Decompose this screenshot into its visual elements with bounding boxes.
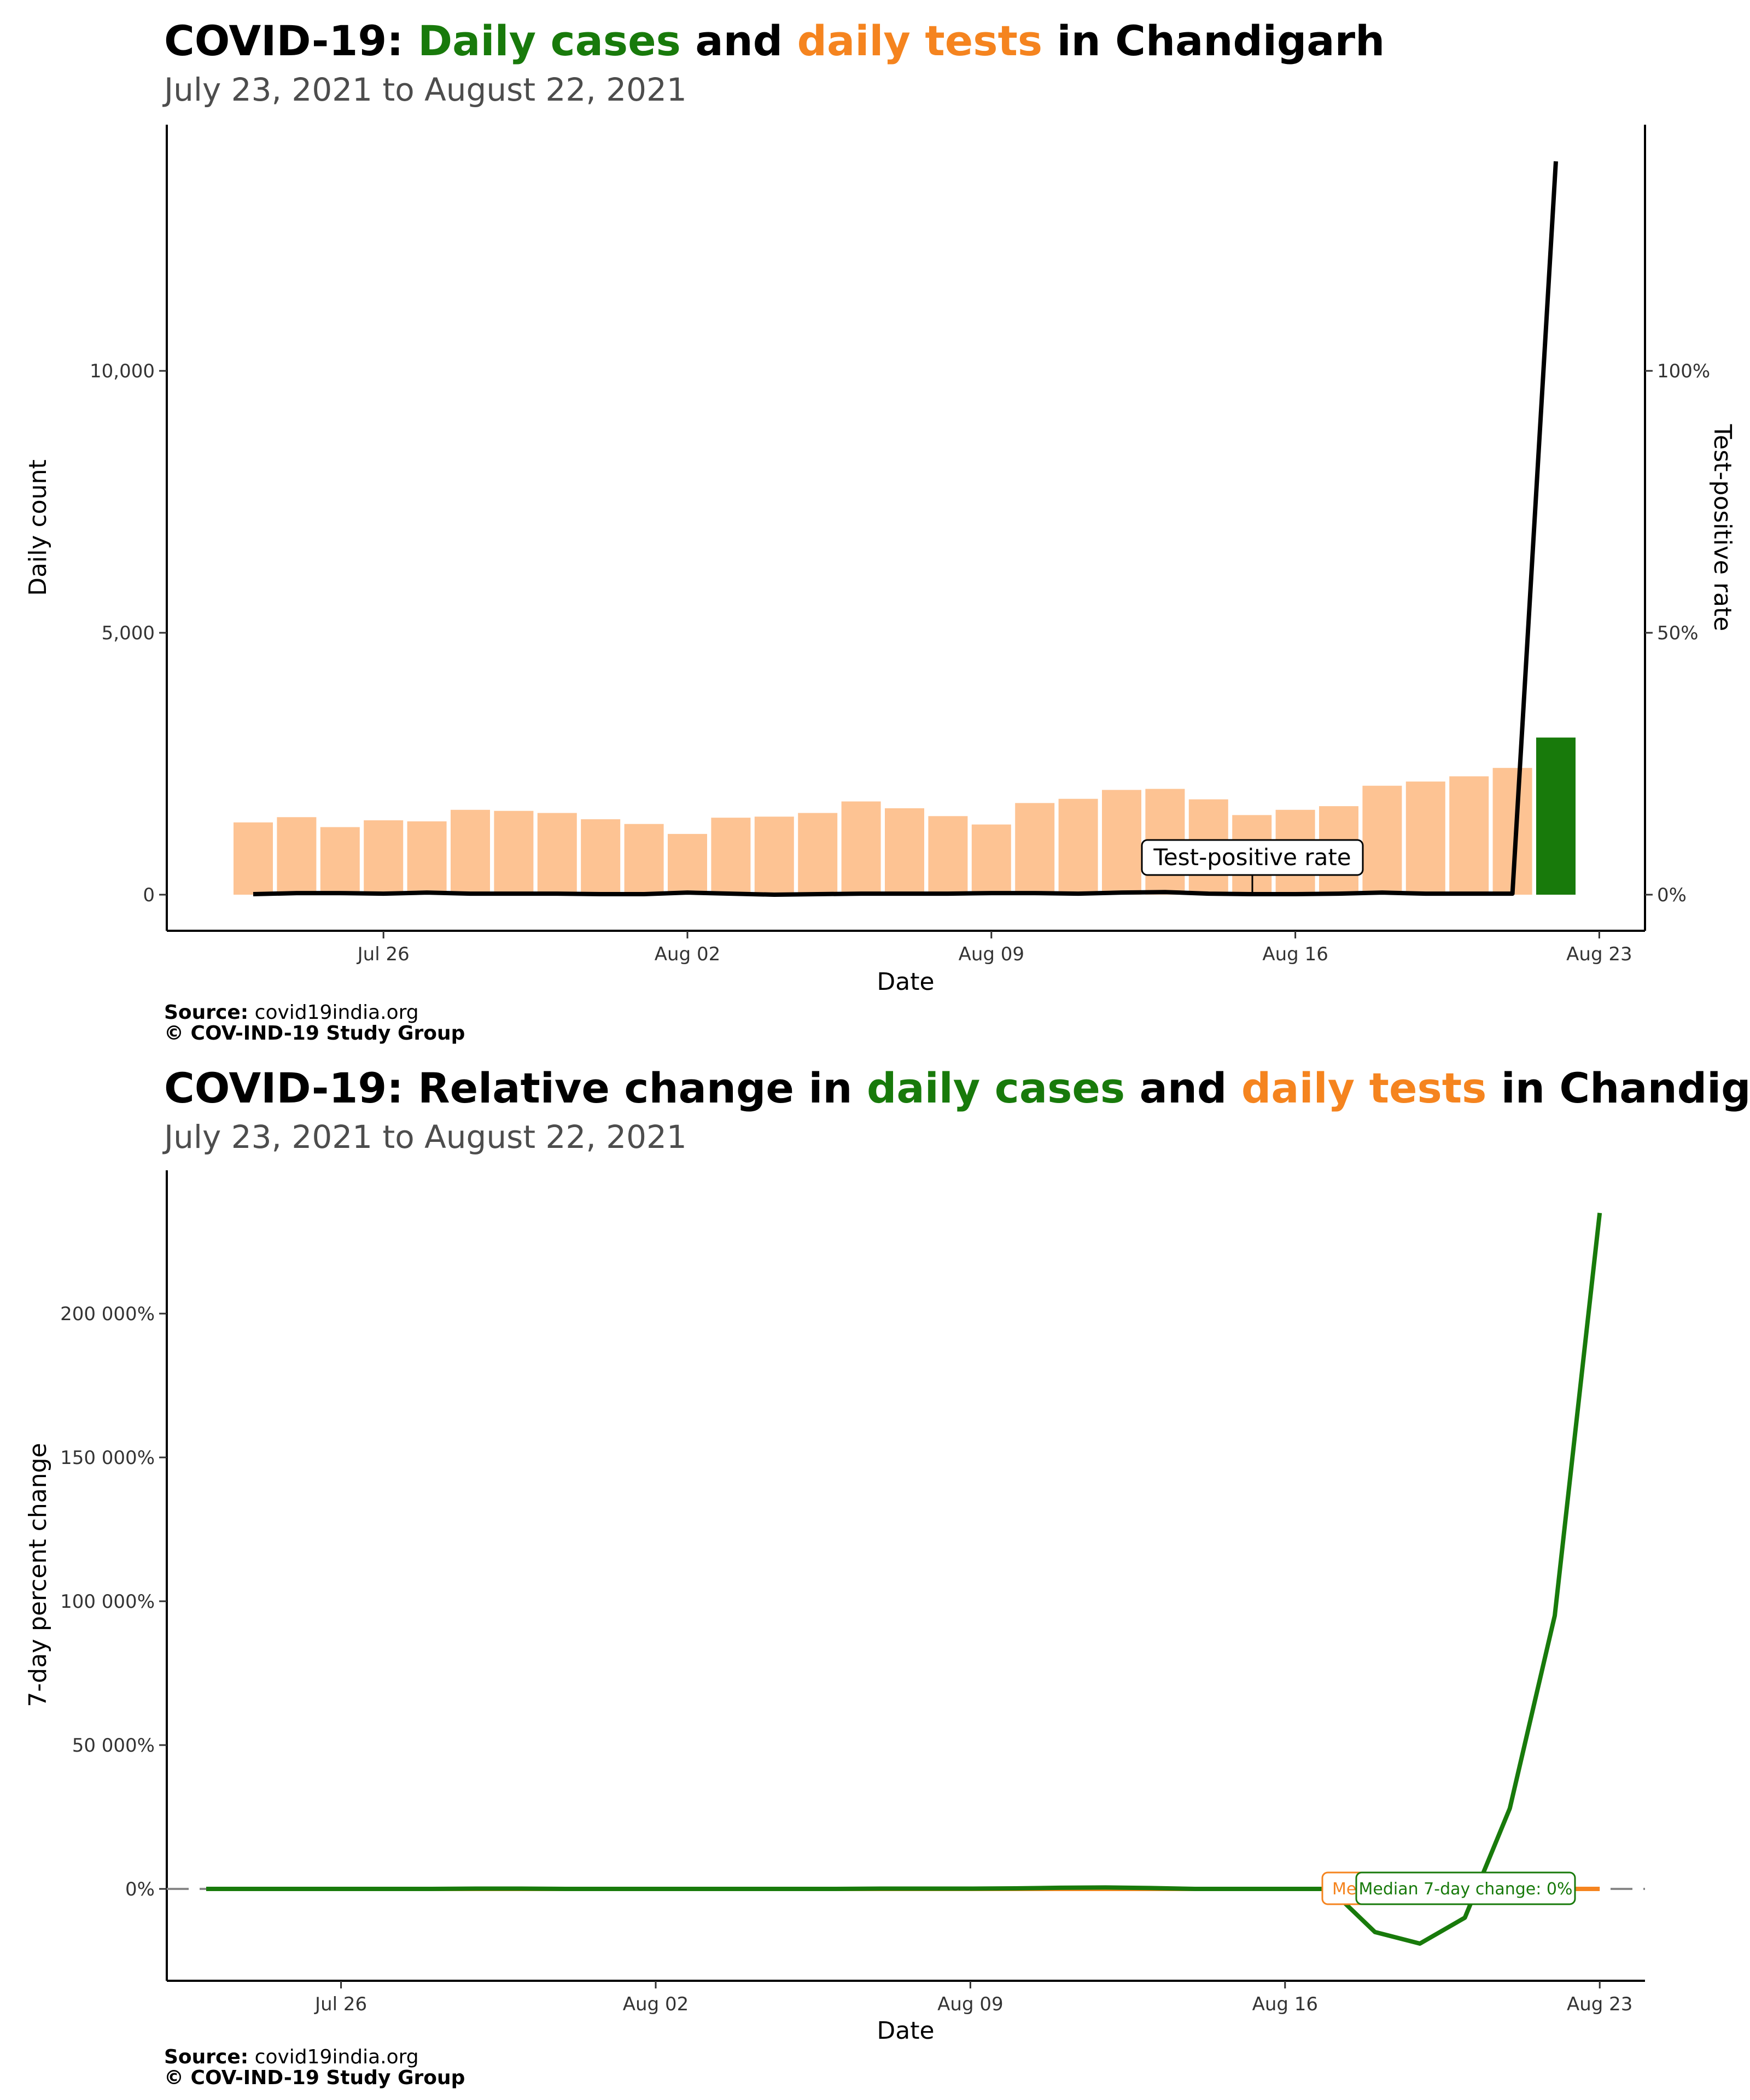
chart2-y-tick-label: 0% [125, 1879, 155, 1900]
chart2-plot: Median 7-day change: 0%Median 7-day chan… [24, 1170, 1645, 2045]
chart1-tests-bar [1362, 785, 1402, 895]
chart1-y2-tick-label: 100% [1657, 360, 1710, 382]
chart1-tests-bar [1102, 790, 1141, 895]
chart2-title-cases: daily cases [867, 1064, 1125, 1112]
chart1-tests-bar [451, 809, 490, 895]
chart1-cases-bar [1536, 737, 1576, 895]
chart1-y-tick-label: 10,000 [90, 360, 155, 382]
chart2-y-tick-label: 200 000% [60, 1303, 155, 1325]
chart2-source-label: Source: [164, 2046, 249, 2068]
chart2-source: Source: covid19india.org [164, 2046, 419, 2068]
chart1-tests-bar [1015, 803, 1055, 895]
chart2-title-part1: COVID-19: Relative change in [164, 1064, 867, 1112]
chart1-tests-bar [928, 816, 968, 895]
chart2-x-axis-title: Date [877, 2017, 934, 2045]
chart1-y2-axis-title: Test-positive rate [1708, 424, 1736, 631]
chart1-tests-bar [277, 817, 317, 895]
chart1-y-tick-label: 0 [143, 884, 155, 906]
chart1-y2-tick-label: 0% [1657, 884, 1687, 906]
chart1-copyright-text: © COV-IND-19 Study Group [164, 1022, 465, 1045]
chart1-tests-bar [971, 824, 1011, 895]
chart1-tests-bar [234, 822, 273, 895]
chart2-title-part3: and [1125, 1064, 1241, 1112]
chart2-copyright: © COV-IND-19 Study Group [164, 2067, 465, 2089]
chart1-annotation-text: Test-positive rate [1153, 844, 1351, 871]
chart1-x-tick-label: Aug 23 [1566, 943, 1632, 965]
chart2-y-tick-label: 100 000% [60, 1591, 155, 1613]
chart1-tests-bar [668, 833, 707, 895]
chart1-tests-bar [841, 801, 881, 895]
chart1-tests-bar [1405, 781, 1445, 895]
chart1-source-value: covid19india.org [254, 1001, 419, 1024]
chart1-tpr-line [253, 161, 1558, 897]
chart1-title-part3: and [680, 16, 797, 65]
chart2-title-part5: in Chandigarh [1501, 1064, 1750, 1112]
chart2-x-tick-label: Aug 16 [1252, 1993, 1318, 2015]
chart1-title-part5: in Chandigarh [1042, 16, 1385, 65]
chart1-title-cases: Daily cases [418, 16, 681, 65]
chart1-x-tick-label: Aug 16 [1262, 943, 1328, 965]
chart1-tests-bar [754, 816, 794, 895]
chart1-title: COVID-19: Daily cases and daily tests in… [164, 16, 1385, 65]
chart2-median-cases-box [1355, 1871, 1576, 1905]
chart2-x-tick-label: Aug 23 [1567, 1993, 1632, 2015]
chart1-tests-bar [1449, 776, 1489, 895]
chart1-tests-bar [581, 819, 621, 895]
chart1-tests-bar [364, 820, 404, 895]
chart2-source-value: covid19india.org [254, 2046, 419, 2068]
chart1-tests-bar [537, 813, 577, 895]
chart1-tests-bar [407, 821, 447, 895]
chart1-x-axis-title: Date [877, 968, 934, 995]
chart1-tests-bar [624, 824, 664, 895]
chart1-tests-bar [798, 813, 838, 895]
chart1-copyright: © COV-IND-19 Study Group [164, 1023, 465, 1045]
chart1-x-tick-label: Aug 02 [655, 943, 720, 965]
chart2-y-tick-label: 150 000% [60, 1447, 155, 1469]
chart2-x-tick-label: Aug 09 [937, 1993, 1003, 2015]
chart2-y-tick-label: 50 000% [72, 1735, 155, 1757]
chart1-tests-bar [320, 827, 360, 895]
chart2-x-tick-label: Jul 26 [314, 1993, 367, 2015]
chart1-x-tick-label: Jul 26 [357, 943, 410, 965]
chart1-subtitle: July 23, 2021 to August 22, 2021 [164, 71, 687, 108]
chart1-source: Source: covid19india.org [164, 1002, 419, 1024]
chart2-title-tests: daily tests [1241, 1064, 1487, 1112]
chart1-y2-tick-label: 50% [1657, 622, 1699, 644]
chart1-y-axis-title: Daily count [24, 459, 52, 596]
chart1-annotation-box [1141, 839, 1364, 876]
chart1-source-label: Source: [164, 1001, 249, 1024]
chart2-y-axis-title: 7-day percent change [24, 1443, 52, 1707]
chart2-subtitle: July 23, 2021 to August 22, 2021 [164, 1118, 687, 1156]
chart1-title-part1: COVID-19: [164, 16, 418, 65]
chart2-title: COVID-19: Relative change in daily cases… [164, 1064, 1750, 1112]
chart2-copyright-text: © COV-IND-19 Study Group [164, 2067, 465, 2089]
chart1-x-tick-label: Aug 09 [959, 943, 1024, 965]
chart1-tests-bar [494, 810, 534, 895]
chart1-plot: Test-positive rate 0 5,000 10,000 0% 50% 100% J… [24, 125, 1736, 995]
chart1-tests-bar [885, 808, 924, 895]
chart2-x-tick-label: Aug 02 [623, 1993, 689, 2015]
chart1-tests-bar [1058, 798, 1098, 895]
chart1-tests-bar [711, 818, 751, 895]
chart2-median-cases-label: Median 7-day change: 0% [1359, 1880, 1573, 1899]
chart1-y-tick-label: 5,000 [102, 622, 155, 644]
chart2-cases-line [206, 1212, 1602, 1946]
chart1-title-tests: daily tests [797, 16, 1043, 65]
